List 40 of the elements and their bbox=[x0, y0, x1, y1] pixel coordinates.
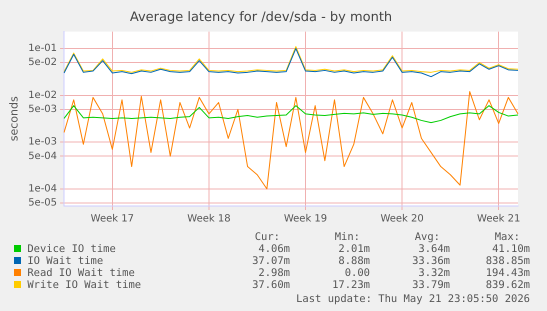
text: 33.36m bbox=[411, 255, 450, 267]
text: Last update: Thu May 21 23:05:50 2026 bbox=[296, 293, 530, 305]
text: 839.62m bbox=[484, 279, 530, 291]
y-tick-label: 5e-02 bbox=[28, 57, 58, 68]
text: 838.85m bbox=[484, 255, 530, 267]
x-tick-label: Week 20 bbox=[380, 214, 424, 225]
text: 2.98m bbox=[257, 267, 290, 279]
text: Max: bbox=[494, 231, 521, 243]
text: 194.43m bbox=[484, 267, 530, 279]
text: 8.88m bbox=[337, 255, 370, 267]
legend-label: Read IO Wait time bbox=[26, 267, 136, 279]
text: 41.10m bbox=[491, 243, 530, 255]
text: Min: bbox=[334, 231, 361, 243]
text: 2.01m bbox=[337, 243, 370, 255]
legend-label: Device IO time bbox=[26, 243, 117, 255]
x-tick-label: Week 19 bbox=[284, 214, 328, 225]
text: 37.60m bbox=[251, 279, 290, 291]
y-tick-label: 1e-01 bbox=[28, 43, 58, 54]
text: Avg: bbox=[414, 231, 441, 243]
text: 33.79m bbox=[411, 279, 450, 291]
text: 0.00 bbox=[344, 267, 370, 279]
y-tick-label: 5e-05 bbox=[28, 198, 58, 209]
text: 37.07m bbox=[251, 255, 290, 267]
y-tick-label: 5e-04 bbox=[28, 150, 58, 162]
text: 17.23m bbox=[331, 279, 370, 291]
y-tick-label: 5e-03 bbox=[28, 104, 58, 115]
x-tick-label: Week 21 bbox=[477, 214, 520, 225]
text: Cur: bbox=[254, 231, 281, 243]
text: 3.32m bbox=[417, 267, 450, 279]
y-axis-title: seconds bbox=[7, 96, 20, 142]
legend-label: IO Wait time bbox=[26, 255, 104, 267]
y-tick-label: 1e-03 bbox=[28, 136, 58, 148]
text: 4.06m bbox=[257, 243, 290, 255]
text: 3.64m bbox=[417, 243, 450, 255]
x-tick-label: Week 17 bbox=[90, 214, 134, 225]
y-tick-label: 1e-04 bbox=[28, 183, 58, 194]
chart-title: Average latency for /dev/sda - by month bbox=[130, 10, 392, 26]
legend-label: Write IO Wait time bbox=[26, 279, 142, 291]
x-tick-label: Week 18 bbox=[187, 214, 231, 225]
y-tick-label: 1e-02 bbox=[28, 90, 58, 101]
